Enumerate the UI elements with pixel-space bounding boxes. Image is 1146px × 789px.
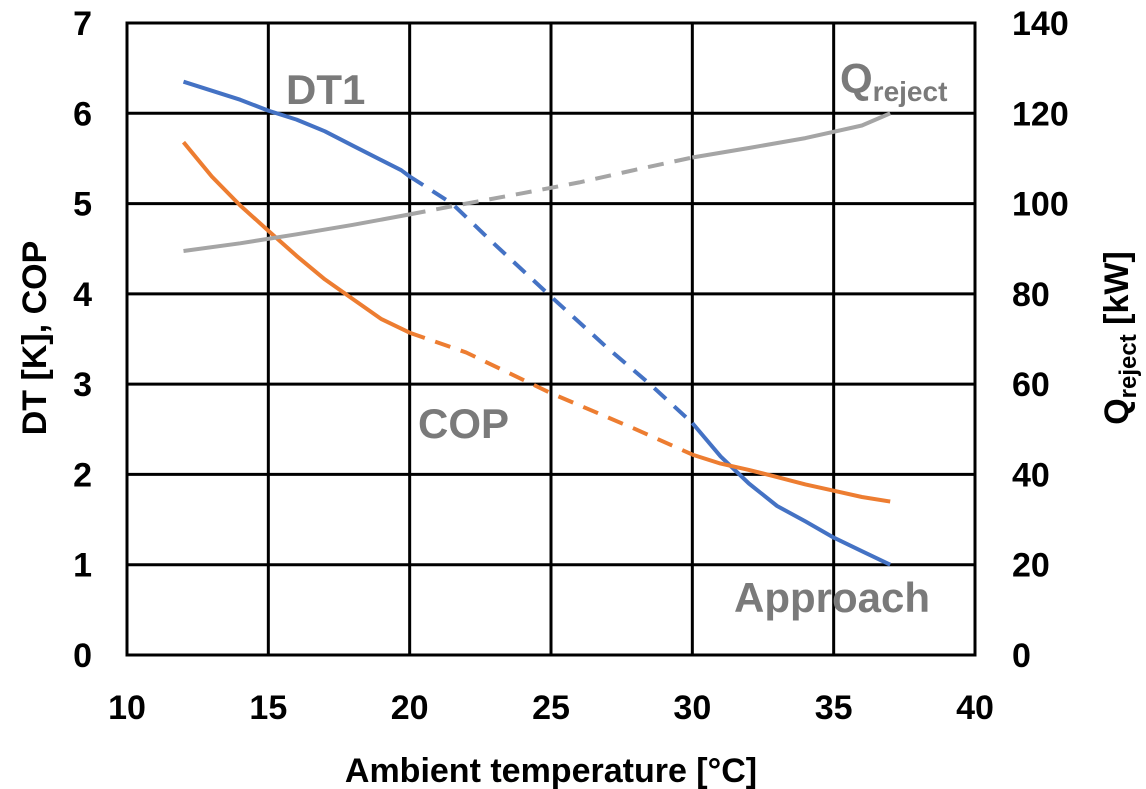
x-axis-title: Ambient temperature [°C]	[345, 752, 757, 789]
x-tick-label: 20	[391, 689, 429, 727]
x-tick-label: 30	[673, 689, 711, 727]
cop-line-solid	[181, 140, 411, 335]
x-tick-label: 35	[815, 689, 853, 727]
y2-axis-title-unit: [kW]	[1098, 251, 1136, 334]
y-tick-label: 4	[73, 276, 92, 314]
y2-axis-title-sub: reject	[1115, 334, 1142, 398]
annotation-qreject-main: Q	[840, 55, 873, 102]
dt1_approach-line-solid	[182, 79, 411, 179]
qreject-line-dashed	[409, 155, 693, 217]
x-tick-label: 10	[108, 689, 146, 727]
x-tick-label: 25	[532, 689, 570, 727]
y-tick-label: 0	[73, 637, 92, 675]
annotation-dt1: DT1	[286, 66, 365, 113]
y2-tick-label: 40	[1012, 456, 1050, 494]
dt1_approach-line-solid	[690, 421, 892, 567]
plot-frame	[125, 21, 977, 657]
y2-tick-label: 100	[1012, 186, 1069, 224]
y2-axis-title-main: Q	[1098, 398, 1136, 424]
y2-tick-label: 80	[1012, 276, 1050, 314]
y-tick-label: 6	[73, 95, 92, 133]
cop-line-dashed	[409, 330, 694, 457]
annotation-qreject: Qreject	[840, 55, 947, 107]
qreject-line-solid	[183, 212, 411, 253]
y2-tick-label: 140	[1012, 5, 1069, 43]
grid-lines	[127, 23, 975, 655]
x-tick-label: 40	[956, 689, 994, 727]
y-tick-label: 7	[73, 5, 92, 43]
x-tick-label: 15	[249, 689, 287, 727]
qreject-line-solid	[691, 111, 891, 160]
y-tick-label: 3	[73, 366, 92, 404]
y-tick-label: 1	[73, 547, 92, 585]
y2-tick-label: 120	[1012, 95, 1069, 133]
y2-axis-title: Qreject [kW]	[1098, 251, 1142, 425]
y-tick-label: 2	[73, 456, 92, 494]
annotation-cop: COP	[418, 400, 509, 447]
y2-tick-label: 0	[1012, 637, 1031, 675]
annotation-approach: Approach	[734, 574, 930, 621]
y2-tick-label: 60	[1012, 366, 1050, 404]
y2-tick-label: 20	[1012, 547, 1050, 585]
annotation-qreject-sub: reject	[873, 76, 948, 107]
tick-labels: 10 15 20 25 30 35 40 0 1 2 3 4 5 6 7 0 20 40 60 80 100 120 140	[73, 5, 1069, 727]
cop-line-solid	[691, 452, 891, 504]
y-tick-label: 5	[73, 186, 92, 224]
series-lines	[181, 79, 892, 567]
y-axis-title: DT [K], COP	[16, 241, 54, 436]
